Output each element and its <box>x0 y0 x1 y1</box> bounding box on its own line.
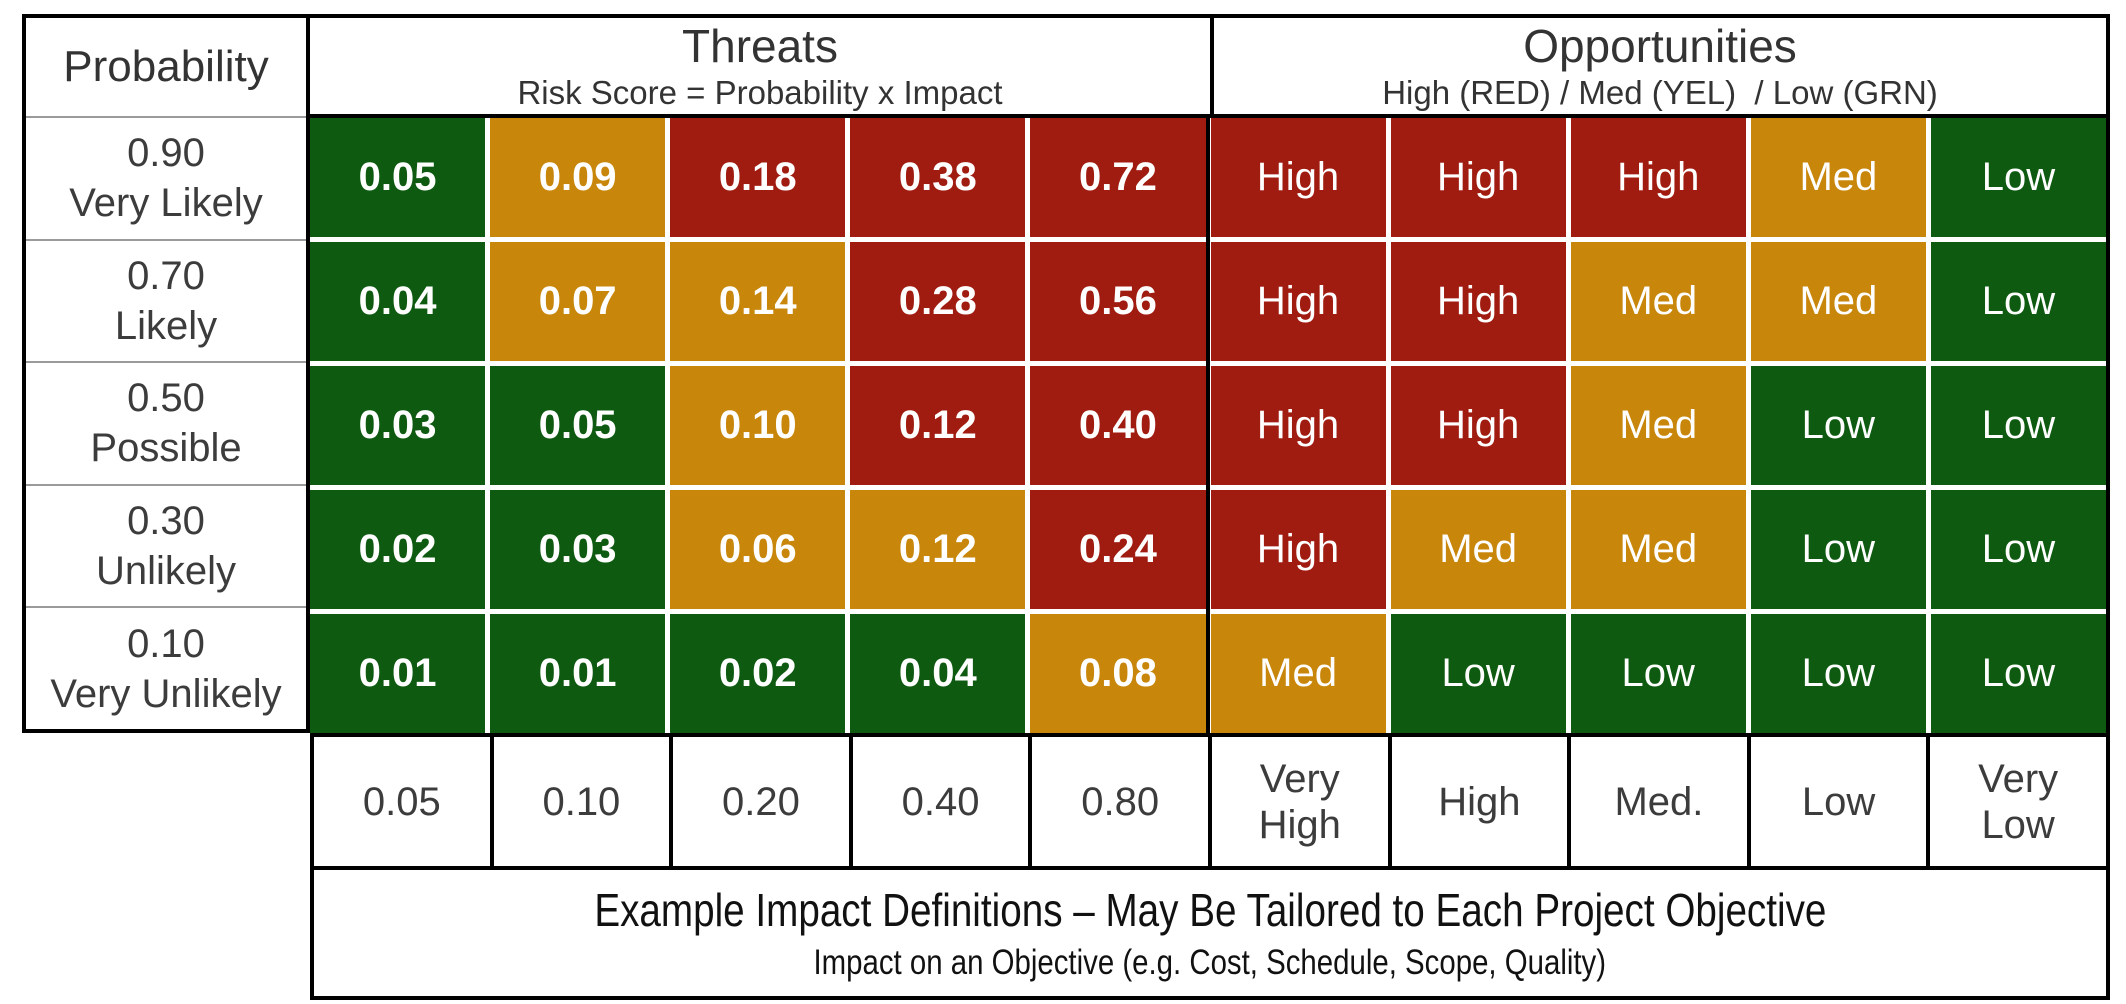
opportunity-level-cell: High <box>1210 242 1386 361</box>
opportunity-level-cell: Med <box>1570 490 1746 609</box>
opportunity-level-cell: Low <box>1930 366 2106 485</box>
probability-label: Unlikely <box>95 549 237 594</box>
opportunity-level-cell: Low <box>1570 614 1746 733</box>
opportunity-level-cell: Low <box>1930 242 2106 361</box>
opportunity-level-cell: Med <box>1210 614 1386 733</box>
footer-line1: Example Impact Definitions – May Be Tail… <box>593 884 1827 936</box>
opportunity-level-cell: Low <box>1930 118 2106 237</box>
impact-scale-cell: 0.20 <box>669 737 849 866</box>
impact-scale-cell: 0.10 <box>489 737 670 866</box>
opportunity-level-cell: Med <box>1390 490 1566 609</box>
threat-score-cell: 0.12 <box>850 366 1026 485</box>
threat-score-cell: 0.04 <box>310 242 486 361</box>
probability-value: 0.10 <box>127 621 205 666</box>
opportunity-level-cell: Low <box>1750 490 1926 609</box>
impact-scale-cell: High <box>1387 737 1568 866</box>
opportunity-level-cell: Low <box>1390 614 1566 733</box>
threat-score-cell: 0.40 <box>1030 366 1206 485</box>
threat-score-cell: 0.03 <box>310 366 486 485</box>
threat-score-cell: 0.01 <box>310 614 486 733</box>
opportunity-level-cell: High <box>1210 366 1386 485</box>
impact-scale-cell: Very Low <box>1926 737 2106 866</box>
impact-scale-cell: Low <box>1746 737 1927 866</box>
impact-scale-cell: Very High <box>1207 737 1388 866</box>
threat-score-cell: 0.24 <box>1030 490 1206 609</box>
opportunity-level-cell: Low <box>1750 614 1926 733</box>
probability-cell: 0.90 Very Likely <box>26 116 306 239</box>
threat-score-cell: 0.56 <box>1030 242 1206 361</box>
threats-title: Threats <box>682 19 838 72</box>
threat-score-cell: 0.03 <box>490 490 666 609</box>
threat-score-cell: 0.02 <box>670 614 846 733</box>
threat-score-cell: 0.18 <box>670 118 846 237</box>
probability-header: Probability <box>63 42 269 91</box>
threat-score-cell: 0.14 <box>670 242 846 361</box>
opportunity-level-cell: High <box>1390 118 1566 237</box>
opportunities-title: Opportunities <box>1523 19 1797 72</box>
threat-score-cell: 0.05 <box>310 118 486 237</box>
risk-matrix-table: Probability 0.90 Very Likely 0.70 Likely 0.5… <box>22 14 2110 1000</box>
threat-score-cell: 0.10 <box>670 366 846 485</box>
matrix-cells: 0.05 0.09 0.18 0.38 0.72 High High High Med Low 0.… <box>310 118 2110 733</box>
probability-cell: 0.70 Likely <box>26 238 306 362</box>
threats-header: Threats Risk Score = Probability x Impac… <box>310 14 1210 118</box>
opportunity-level-cell: Low <box>1930 490 2106 609</box>
opportunities-header: Opportunities High (RED) / Med (YEL) / L… <box>1210 14 2110 118</box>
impact-scale-cell: 0.80 <box>1028 737 1208 866</box>
probability-value: 0.90 <box>127 131 205 176</box>
threat-score-cell: 0.28 <box>850 242 1026 361</box>
threats-subtitle: Risk Score = Probability x Impact <box>517 73 1003 111</box>
footer-line2: Impact on an Objective (e.g. Cost, Sched… <box>813 943 1607 982</box>
opportunity-level-cell: High <box>1210 490 1386 609</box>
probability-cell: 0.10 Very Unlikely <box>26 606 306 729</box>
probability-value: 0.50 <box>127 376 205 421</box>
opportunity-level-cell: High <box>1390 242 1566 361</box>
opportunity-level-cell: Med <box>1750 118 1926 237</box>
threat-score-cell: 0.08 <box>1030 614 1206 733</box>
opportunity-level-cell: Med <box>1570 242 1746 361</box>
threat-score-cell: 0.72 <box>1030 118 1206 237</box>
opportunity-level-cell: High <box>1210 118 1386 237</box>
opportunity-level-cell: High <box>1390 366 1566 485</box>
threat-score-cell: 0.02 <box>310 490 486 609</box>
probability-label: Very Unlikely <box>50 671 282 716</box>
opportunity-level-cell: Med <box>1750 242 1926 361</box>
threat-score-cell: 0.05 <box>490 366 666 485</box>
threat-score-cell: 0.09 <box>490 118 666 237</box>
opportunity-level-cell: Med <box>1570 366 1746 485</box>
probability-value: 0.70 <box>127 253 205 298</box>
probability-column: Probability 0.90 Very Likely 0.70 Likely 0.5… <box>22 14 310 733</box>
probability-label: Likely <box>114 303 218 348</box>
impact-scale-row: 0.05 0.10 0.20 0.40 0.80 Very High High Med. Low… <box>310 733 2110 866</box>
opportunity-level-cell: Low <box>1750 366 1926 485</box>
probability-cell: 0.50 Possible <box>26 361 306 484</box>
threat-score-cell: 0.04 <box>850 614 1026 733</box>
impact-scale-cell: Med. <box>1567 737 1747 866</box>
opportunity-level-cell: High <box>1570 118 1746 237</box>
probability-label: Possible <box>90 426 242 471</box>
threat-score-cell: 0.01 <box>490 614 666 733</box>
probability-label: Very Likely <box>69 181 263 226</box>
threat-score-cell: 0.06 <box>670 490 846 609</box>
opportunities-subtitle: High (RED) / Med (YEL) / Low (GRN) <box>1382 73 1938 111</box>
threat-score-cell: 0.07 <box>490 242 666 361</box>
impact-definitions-footer: Example Impact Definitions – May Be Tail… <box>310 866 2110 1000</box>
impact-scale-cell: 0.05 <box>362 779 441 824</box>
opportunity-level-cell: Low <box>1930 614 2106 733</box>
probability-value: 0.30 <box>127 499 205 544</box>
threat-score-cell: 0.12 <box>850 490 1026 609</box>
probability-cell: 0.30 Unlikely <box>26 483 306 607</box>
impact-scale-cell: 0.40 <box>848 737 1029 866</box>
threat-score-cell: 0.38 <box>850 118 1026 237</box>
